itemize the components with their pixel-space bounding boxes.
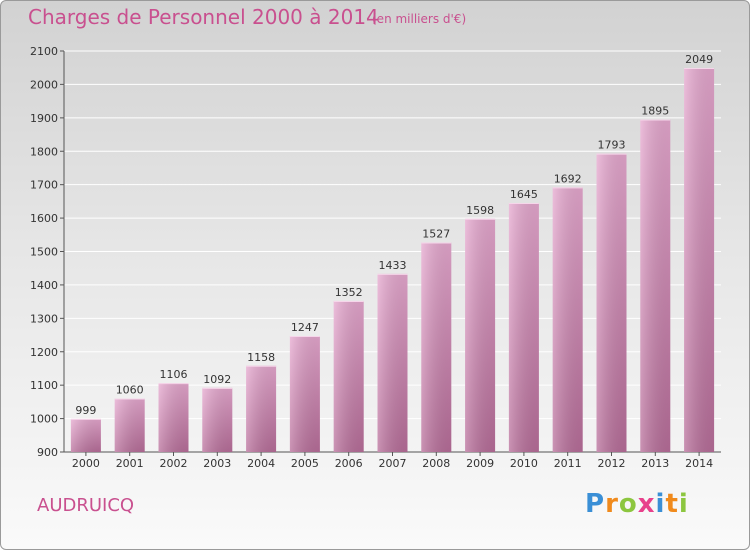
y-tick-label: 1200 [30, 346, 58, 359]
value-label: 1527 [422, 227, 450, 240]
value-label: 1106 [160, 368, 188, 381]
value-label: 1598 [466, 204, 494, 217]
x-tick-label: 2013 [641, 457, 669, 470]
x-tick-label: 2006 [335, 457, 363, 470]
value-label: 1433 [379, 259, 407, 272]
label-layer: 999 1060 1106 1092 1158 1247 1352 1433 1527 1598 1… [75, 53, 713, 417]
proxiti-logo: Proxiti [585, 489, 689, 519]
bar-shade-2004 [246, 365, 277, 452]
logo-letter: r [605, 489, 619, 519]
value-label: 1060 [116, 384, 144, 397]
bar-shade-2002 [158, 383, 189, 452]
x-tick-label: 2009 [466, 457, 494, 470]
y-tick-label: 1000 [30, 413, 58, 426]
bar-shade-2014 [684, 68, 715, 452]
commune-name: AUDRUICQ [37, 495, 135, 516]
y-tick-label: 2000 [30, 78, 58, 91]
x-tick-label: 2003 [203, 457, 231, 470]
logo-letter: i [678, 489, 689, 519]
y-tick-label: 1600 [30, 212, 58, 225]
bar-shade-2003 [202, 387, 233, 452]
x-tick-label: 2010 [510, 457, 538, 470]
bar-shade-2012 [596, 153, 627, 452]
y-tick-label: 1100 [30, 379, 58, 392]
logo-letter: t [665, 489, 679, 519]
logo-letter: o [618, 489, 638, 519]
value-label: 1895 [641, 105, 669, 118]
x-tick-label: 2012 [598, 457, 626, 470]
bar-shade-2008 [421, 242, 452, 452]
bar-shade-2013 [640, 119, 671, 453]
bar-shade-2001 [114, 398, 145, 452]
bar-shade-2006 [333, 300, 364, 452]
chart-title: Charges de Personnel 2000 à 2014 [28, 5, 379, 29]
value-label: 999 [75, 404, 96, 417]
x-tick-label: 2014 [685, 457, 713, 470]
logo-letter: P [585, 489, 606, 519]
bar-shade-2011 [552, 187, 583, 452]
x-tick-label: 2000 [72, 457, 100, 470]
logo-letter: i [655, 489, 666, 519]
bar-shade-2007 [377, 273, 408, 452]
bar-shade-2005 [289, 336, 320, 452]
value-label: 1692 [554, 172, 582, 185]
value-label: 1645 [510, 188, 538, 201]
logo-letter: x [637, 489, 656, 519]
x-tick-label: 2007 [379, 457, 407, 470]
x-tick-label: 2008 [422, 457, 450, 470]
y-tick-label: 1300 [30, 312, 58, 325]
x-tick-label: 2002 [160, 457, 188, 470]
x-tick-label: 2001 [116, 457, 144, 470]
value-label: 1158 [247, 351, 275, 364]
value-label: 1247 [291, 321, 319, 334]
bar-shade-2010 [508, 203, 539, 452]
bar-shade-2009 [465, 218, 496, 452]
value-label: 1352 [335, 286, 363, 299]
value-label: 1793 [598, 139, 626, 152]
chart-subtitle: (en milliers d'€) [372, 12, 467, 26]
bar-layer [70, 68, 715, 453]
axis-layer: 900 1000 1100 1200 1300 1400 1500 1600 1700 1800 1… [30, 45, 721, 470]
y-tick-label: 900 [37, 446, 58, 459]
y-tick-label: 1900 [30, 112, 58, 125]
y-tick-label: 1700 [30, 179, 58, 192]
value-label: 2049 [685, 53, 713, 66]
y-tick-label: 1400 [30, 279, 58, 292]
y-tick-label: 2100 [30, 45, 58, 58]
x-tick-label: 2004 [247, 457, 275, 470]
value-label: 1092 [203, 373, 231, 386]
x-tick-label: 2005 [291, 457, 319, 470]
y-tick-label: 1800 [30, 145, 58, 158]
x-tick-label: 2011 [554, 457, 582, 470]
y-tick-label: 1500 [30, 246, 58, 259]
bar-shade-2000 [70, 418, 101, 452]
